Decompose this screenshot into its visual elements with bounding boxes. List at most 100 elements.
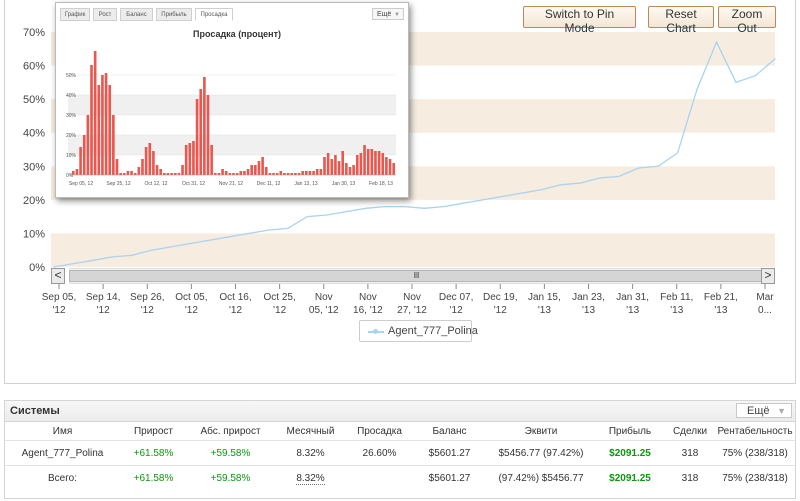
col-trades[interactable]: Сделки bbox=[672, 425, 708, 437]
data-point bbox=[637, 167, 640, 169]
x-tick-label: 05, '12 bbox=[309, 305, 339, 316]
table-total-row: Всего: +61.58% +59.58% 8.32% $5601.27 (9… bbox=[5, 465, 795, 490]
drawdown-bar bbox=[122, 173, 126, 175]
drawdown-bar bbox=[363, 145, 366, 175]
data-point bbox=[521, 192, 523, 194]
data-point bbox=[754, 75, 757, 77]
col-drawdown[interactable]: Просадка bbox=[357, 425, 402, 437]
data-point bbox=[735, 81, 737, 83]
drawdown-x-tick: Sep 05, 12 bbox=[69, 181, 93, 187]
x-tick-label: '12 bbox=[494, 305, 507, 316]
drawdown-bar bbox=[374, 151, 377, 175]
drawdown-bar bbox=[75, 169, 79, 175]
x-tick-label: Jan 23, bbox=[572, 292, 605, 303]
drawdown-bar bbox=[97, 85, 101, 175]
inset-more-dropdown[interactable]: Ещё ▼ bbox=[372, 8, 404, 20]
col-growth[interactable]: Прирост bbox=[133, 425, 174, 437]
drawdown-bar bbox=[173, 173, 177, 175]
data-point bbox=[131, 254, 133, 256]
cell-total-profitability: 75% (238/318) bbox=[715, 465, 795, 490]
y-tick-label: 60% bbox=[23, 61, 45, 73]
cell-total-abs-growth: +59.58% bbox=[187, 465, 274, 490]
tab-drawdown[interactable]: Просадка bbox=[195, 8, 233, 21]
drawdown-x-tick: Nov 21, 12 bbox=[219, 181, 243, 187]
drawdown-bar bbox=[184, 145, 188, 175]
col-equity[interactable]: Эквити bbox=[524, 425, 558, 437]
cell-name[interactable]: Agent_777_Polina bbox=[5, 440, 120, 466]
data-point bbox=[345, 211, 347, 213]
data-point bbox=[462, 202, 464, 204]
cell-total-monthly[interactable]: 8.32% bbox=[274, 465, 347, 490]
chart-legend[interactable]: Agent_777_Polina bbox=[359, 320, 478, 342]
col-abs-growth[interactable]: Абс. прирост bbox=[200, 425, 261, 437]
col-balance[interactable]: Баланс bbox=[432, 425, 467, 437]
col-profitability[interactable]: Рентабельность bbox=[717, 425, 793, 437]
table-header-row: Имя Прирост Абс. прирост Месячный Просад… bbox=[5, 422, 795, 441]
drawdown-bar bbox=[141, 159, 144, 175]
reset-chart-button[interactable]: Reset Chart bbox=[648, 6, 714, 35]
data-point bbox=[540, 189, 542, 191]
x-tick-label: Dec 19, bbox=[483, 292, 517, 303]
drawdown-bar bbox=[264, 167, 268, 175]
tab-graph[interactable]: График bbox=[60, 8, 90, 21]
data-point bbox=[657, 165, 659, 167]
drawdown-bar bbox=[79, 147, 82, 175]
scrollbar-track[interactable]: IIII bbox=[69, 268, 765, 284]
cell-balance: $5601.27 bbox=[412, 440, 487, 466]
drawdown-bar bbox=[370, 149, 374, 175]
tab-growth[interactable]: Рост bbox=[93, 8, 117, 21]
x-tick-label: 16, '12 bbox=[353, 305, 383, 316]
drawdown-bar bbox=[334, 155, 337, 175]
x-tick-label: '12 bbox=[229, 305, 242, 316]
pin-mode-button[interactable]: Switch to Pin Mode bbox=[523, 6, 636, 35]
data-point bbox=[501, 195, 503, 198]
y-tick-label: 50% bbox=[23, 94, 45, 106]
tab-balance[interactable]: Баланс bbox=[120, 8, 153, 21]
drawdown-bar bbox=[163, 173, 166, 175]
drawdown-y-tick: 0% bbox=[66, 173, 74, 179]
scroll-left-button[interactable]: < bbox=[51, 268, 65, 284]
x-tick-label: Sep 05, bbox=[42, 292, 76, 303]
cell-monthly: 8.32% bbox=[274, 440, 347, 466]
drawdown-bar bbox=[119, 173, 122, 175]
drawdown-bar bbox=[206, 95, 210, 175]
x-tick-label: Feb 21, bbox=[704, 292, 738, 303]
col-name[interactable]: Имя bbox=[52, 425, 73, 437]
drawdown-band bbox=[68, 135, 396, 155]
cell-total-balance: $5601.27 bbox=[412, 465, 487, 490]
drawdown-bar bbox=[228, 173, 232, 175]
systems-more-dropdown[interactable]: Ещё ▼ bbox=[736, 403, 792, 418]
data-point bbox=[170, 246, 172, 248]
data-point bbox=[560, 184, 562, 186]
drawdown-bar bbox=[224, 171, 228, 175]
data-point bbox=[248, 232, 250, 235]
drawdown-bar bbox=[348, 167, 352, 175]
x-tick-label: Jan 31, bbox=[616, 292, 649, 303]
drawdown-bar bbox=[243, 171, 246, 175]
drawdown-bar bbox=[257, 161, 261, 175]
tab-profit[interactable]: Прибыль bbox=[156, 8, 192, 21]
drawdown-bar bbox=[345, 163, 348, 175]
drawdown-x-tick: Jan 30, 13 bbox=[332, 181, 356, 187]
drawdown-bar bbox=[250, 165, 253, 175]
scroll-right-button[interactable]: > bbox=[761, 268, 775, 284]
zoom-out-button[interactable]: Zoom Out bbox=[718, 6, 776, 35]
cell-growth: +61.58% bbox=[120, 440, 187, 466]
scrollbar-thumb[interactable]: IIII bbox=[69, 270, 763, 282]
drawdown-bar bbox=[326, 153, 330, 175]
data-point bbox=[618, 175, 620, 177]
drawdown-bar bbox=[115, 159, 119, 175]
data-point bbox=[228, 236, 230, 238]
x-tick-label: 27, '12 bbox=[397, 305, 427, 316]
drawdown-y-tick: 50% bbox=[66, 73, 77, 79]
col-profit[interactable]: Прибыль bbox=[608, 425, 652, 437]
drawdown-bar bbox=[144, 147, 148, 175]
y-tick-label: 20% bbox=[23, 195, 45, 207]
drawdown-bar bbox=[290, 173, 294, 175]
drawdown-bar bbox=[315, 169, 319, 175]
drawdown-bar bbox=[359, 153, 363, 175]
col-monthly[interactable]: Месячный bbox=[286, 425, 335, 437]
cell-profitability: 75% (238/318) bbox=[715, 440, 795, 466]
table-row: Agent_777_Polina +61.58% +59.58% 8.32% 2… bbox=[5, 440, 795, 466]
drawdown-bar bbox=[72, 171, 75, 175]
